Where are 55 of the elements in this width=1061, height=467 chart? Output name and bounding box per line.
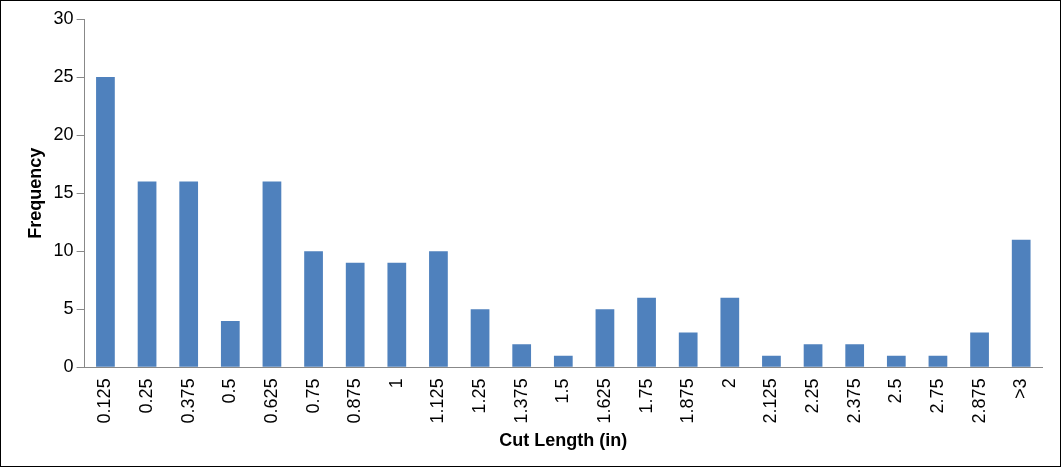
x-tick-label: 2.125	[760, 378, 781, 424]
x-tick-label: 2.875	[968, 378, 989, 424]
x-tick-label: 2.5	[885, 378, 906, 404]
y-tick-label: 15	[53, 182, 74, 203]
bar	[429, 251, 448, 367]
bar	[96, 77, 115, 367]
x-tick-label: 1.125	[427, 378, 448, 424]
bar	[928, 355, 948, 367]
bar	[1011, 239, 1031, 367]
bar	[762, 355, 781, 367]
x-tick-label: 0.125	[94, 378, 115, 424]
x-tick-label: 1.75	[635, 378, 656, 414]
bar	[345, 262, 365, 367]
x-tick-label: 1.875	[677, 378, 698, 424]
x-tick-label: 2.375	[843, 378, 864, 424]
bar	[678, 332, 698, 367]
x-tick-label: 0.25	[136, 378, 157, 414]
bar	[512, 344, 532, 367]
bar	[304, 251, 323, 367]
bar	[970, 332, 989, 367]
bar	[553, 355, 573, 367]
x-tick-label: 0.5	[219, 378, 240, 404]
x-tick-label: 2.25	[802, 378, 823, 414]
x-tick-label: 2.75	[926, 378, 947, 414]
x-tick-label: 0.625	[260, 378, 281, 424]
bar	[803, 344, 823, 367]
x-tick-label: 1	[385, 378, 406, 389]
bar	[637, 297, 656, 367]
bar	[262, 181, 282, 367]
x-tick-label: 2	[718, 378, 739, 389]
bar	[470, 309, 490, 367]
x-tick-label: 1.5	[552, 378, 573, 404]
y-tick-label: 5	[63, 298, 74, 319]
bar	[845, 344, 865, 367]
y-tick-label: 0	[63, 356, 74, 377]
bar	[720, 297, 740, 367]
bar	[886, 355, 906, 367]
x-tick-label: 1.625	[593, 378, 614, 424]
y-tick-label: 20	[53, 124, 74, 145]
x-tick-label: 0.375	[177, 378, 198, 424]
y-tick-label: 30	[53, 7, 74, 28]
bar	[595, 309, 615, 367]
bar	[179, 181, 199, 367]
y-tick-label: 25	[53, 66, 74, 87]
x-tick-label: 1.25	[469, 378, 490, 414]
x-tick-label: 0.75	[302, 378, 323, 414]
x-axis-title: Cut Length (in)	[499, 430, 628, 451]
bar	[137, 181, 157, 367]
y-axis-title: Frequency	[24, 147, 45, 239]
bar	[387, 262, 407, 367]
y-tick-label: 10	[53, 240, 74, 261]
bar	[220, 320, 240, 367]
x-tick-label: >3	[1010, 378, 1031, 399]
x-tick-label: 0.875	[344, 378, 365, 424]
x-tick-label: 1.375	[510, 378, 531, 424]
